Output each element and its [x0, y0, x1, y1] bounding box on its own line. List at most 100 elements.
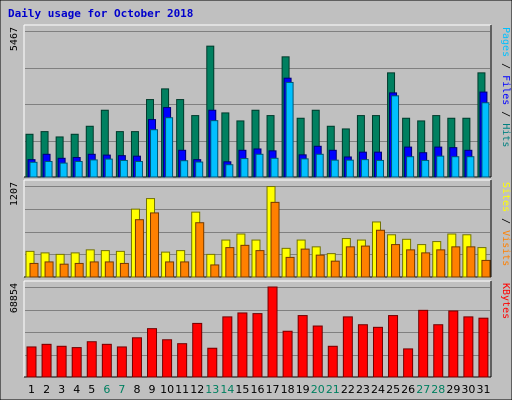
bar-sites-day-11 [180, 261, 190, 278]
bar-sites-day-7 [119, 262, 129, 278]
bar-pages-day-3 [59, 162, 68, 178]
panel-kbytes: 68854 KBytes [9, 280, 511, 378]
bar-kbytes-day-15 [237, 312, 248, 378]
x-tick-label: 5 [88, 383, 95, 396]
x-tick-label: 3 [58, 383, 65, 396]
x-tick-label: 24 [371, 383, 385, 396]
bar-pages-day-24 [375, 159, 384, 178]
panel-series-label-part: Pages [500, 27, 511, 57]
x-tick-label: 26 [401, 383, 415, 396]
x-tick-label: 30 [461, 383, 475, 396]
bar-sites-day-2 [44, 261, 54, 278]
panel-series-label-part: Files [500, 75, 511, 105]
bar-kbytes-day-12 [192, 322, 203, 378]
series-kbytes [26, 286, 489, 378]
panel-max-label: 68854 [9, 283, 20, 313]
x-tick-label: 15 [235, 383, 249, 396]
bar-pages-day-20 [315, 153, 324, 178]
bar-sites-day-29 [451, 246, 461, 278]
bar-kbytes-day-6 [101, 343, 112, 378]
bar-pages-day-27 [421, 159, 430, 178]
bar-sites-day-15 [240, 244, 250, 278]
panel-series-label-part: / [500, 57, 511, 75]
bar-kbytes-day-3 [56, 345, 67, 378]
bar-sites-day-31 [481, 259, 491, 278]
bar-kbytes-day-29 [448, 310, 459, 378]
x-tick-label: 13 [205, 383, 219, 396]
bar-kbytes-day-4 [71, 347, 82, 378]
panel-series-label: Pages / Files / Hits [500, 27, 511, 147]
panel-series-label-part: KBytes [500, 283, 511, 319]
bar-kbytes-day-21 [327, 345, 338, 378]
bar-sites-day-24 [375, 229, 385, 278]
panel-series-label-part: Hits [500, 123, 511, 147]
panel-series-label: Sites / Visits [500, 182, 511, 266]
bar-kbytes-day-27 [418, 309, 429, 378]
bar-kbytes-day-11 [177, 343, 188, 378]
bar-kbytes-day-2 [41, 343, 52, 378]
bar-pages-day-11 [180, 160, 189, 178]
bar-pages-day-16 [255, 153, 264, 178]
x-tick-label: 14 [220, 383, 234, 396]
x-tick-label: 29 [446, 383, 460, 396]
bar-kbytes-day-16 [252, 313, 263, 378]
panel-max-label: 5467 [9, 27, 20, 51]
bar-pages-day-18 [285, 81, 294, 178]
bar-kbytes-day-19 [297, 315, 308, 378]
x-tick-label: 9 [149, 383, 156, 396]
bar-kbytes-day-24 [372, 326, 383, 378]
bar-sites-day-16 [255, 250, 265, 278]
series-sites [29, 201, 491, 278]
bar-sites-day-13 [210, 264, 220, 278]
x-tick-label: 11 [175, 383, 189, 396]
panel-series-label-part: / [500, 212, 511, 230]
series-pages [29, 81, 490, 178]
bar-sites-day-9 [150, 212, 160, 278]
panel-sites-visits: 1207 Sites / Visits [9, 179, 511, 278]
bar-pages-day-15 [240, 158, 249, 178]
bar-sites-day-25 [391, 244, 401, 278]
bar-kbytes-day-1 [26, 346, 37, 378]
x-tick-label: 23 [356, 383, 370, 396]
x-tick-label: 22 [341, 383, 355, 396]
bar-pages-day-25 [391, 95, 400, 178]
panel-series-label-part: / [500, 105, 511, 123]
bar-pages-day-4 [74, 161, 83, 178]
bar-pages-day-14 [225, 164, 234, 178]
bar-kbytes-day-18 [282, 330, 293, 378]
x-tick-label: 10 [160, 383, 174, 396]
bar-pages-day-10 [165, 117, 174, 178]
bar-pages-day-1 [29, 161, 38, 178]
bar-sites-day-23 [360, 245, 370, 278]
bar-sites-day-4 [74, 262, 84, 278]
bar-kbytes-day-7 [116, 346, 127, 378]
panel-series-label: KBytes [500, 283, 511, 319]
x-tick-label: 19 [296, 383, 310, 396]
bar-kbytes-day-9 [147, 328, 158, 378]
bar-pages-day-21 [330, 159, 339, 178]
bar-pages-day-31 [481, 102, 490, 178]
x-axis-ticks: 1 2 3 4 5 6 7 8 9 10 11 12 13 14 15 16 17 18 19 20 21 22 23 24 2… [28, 383, 490, 396]
bar-sites-day-26 [406, 249, 416, 278]
bar-kbytes-day-5 [86, 341, 97, 378]
bar-pages-day-6 [104, 158, 113, 178]
bar-sites-day-30 [466, 246, 476, 278]
x-tick-label: 8 [133, 383, 140, 396]
bar-kbytes-day-26 [403, 348, 414, 378]
bar-kbytes-day-28 [433, 324, 444, 378]
bar-pages-day-5 [89, 159, 98, 178]
x-tick-label: 12 [190, 383, 204, 396]
bar-pages-day-8 [134, 161, 143, 178]
bar-pages-day-30 [466, 156, 475, 178]
x-tick-label: 1 [28, 383, 35, 396]
x-tick-label: 25 [386, 383, 400, 396]
panel-series-label-part: Sites [500, 182, 511, 212]
bar-sites-day-1 [29, 262, 39, 278]
bar-kbytes-day-25 [388, 315, 399, 378]
bar-sites-day-3 [59, 263, 69, 278]
bar-pages-day-26 [406, 156, 415, 178]
x-tick-label: 2 [43, 383, 50, 396]
bar-pages-day-17 [270, 157, 279, 178]
bar-sites-day-22 [345, 246, 355, 278]
